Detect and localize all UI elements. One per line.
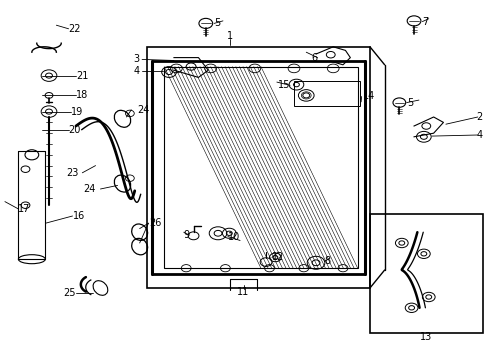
Text: 12: 12 [272, 252, 284, 262]
Text: 10: 10 [228, 231, 240, 242]
Text: 19: 19 [71, 107, 83, 117]
Text: 24: 24 [83, 184, 96, 194]
Text: 11: 11 [237, 287, 249, 297]
Text: 7: 7 [422, 17, 429, 27]
Text: 22: 22 [69, 24, 81, 34]
Text: 13: 13 [420, 332, 433, 342]
Bar [147, 47, 370, 288]
Bar [164, 67, 358, 268]
Text: 8: 8 [324, 256, 330, 266]
Text: 20: 20 [69, 125, 81, 135]
Text: 21: 21 [76, 71, 88, 81]
Text: 4: 4 [133, 66, 140, 76]
Text: 6: 6 [312, 53, 318, 63]
Text: 18: 18 [76, 90, 88, 100]
Bar [370, 214, 483, 333]
Text: 5: 5 [214, 18, 220, 28]
Text: 25: 25 [63, 288, 76, 298]
Text: 1: 1 [227, 31, 233, 41]
Text: 14: 14 [363, 91, 375, 102]
Text: 17: 17 [18, 204, 30, 214]
Text: 16: 16 [73, 211, 85, 221]
Text: 2: 2 [476, 112, 483, 122]
Text: 24: 24 [137, 105, 149, 115]
Text: 15: 15 [278, 80, 290, 90]
Text: 4: 4 [476, 130, 483, 140]
Text: 26: 26 [149, 218, 162, 228]
Text: 23: 23 [66, 168, 78, 178]
Text: 5: 5 [407, 98, 413, 108]
Text: 3: 3 [133, 54, 140, 64]
Bar [19, 151, 45, 259]
Bar [294, 81, 360, 106]
Text: 9: 9 [183, 230, 189, 240]
